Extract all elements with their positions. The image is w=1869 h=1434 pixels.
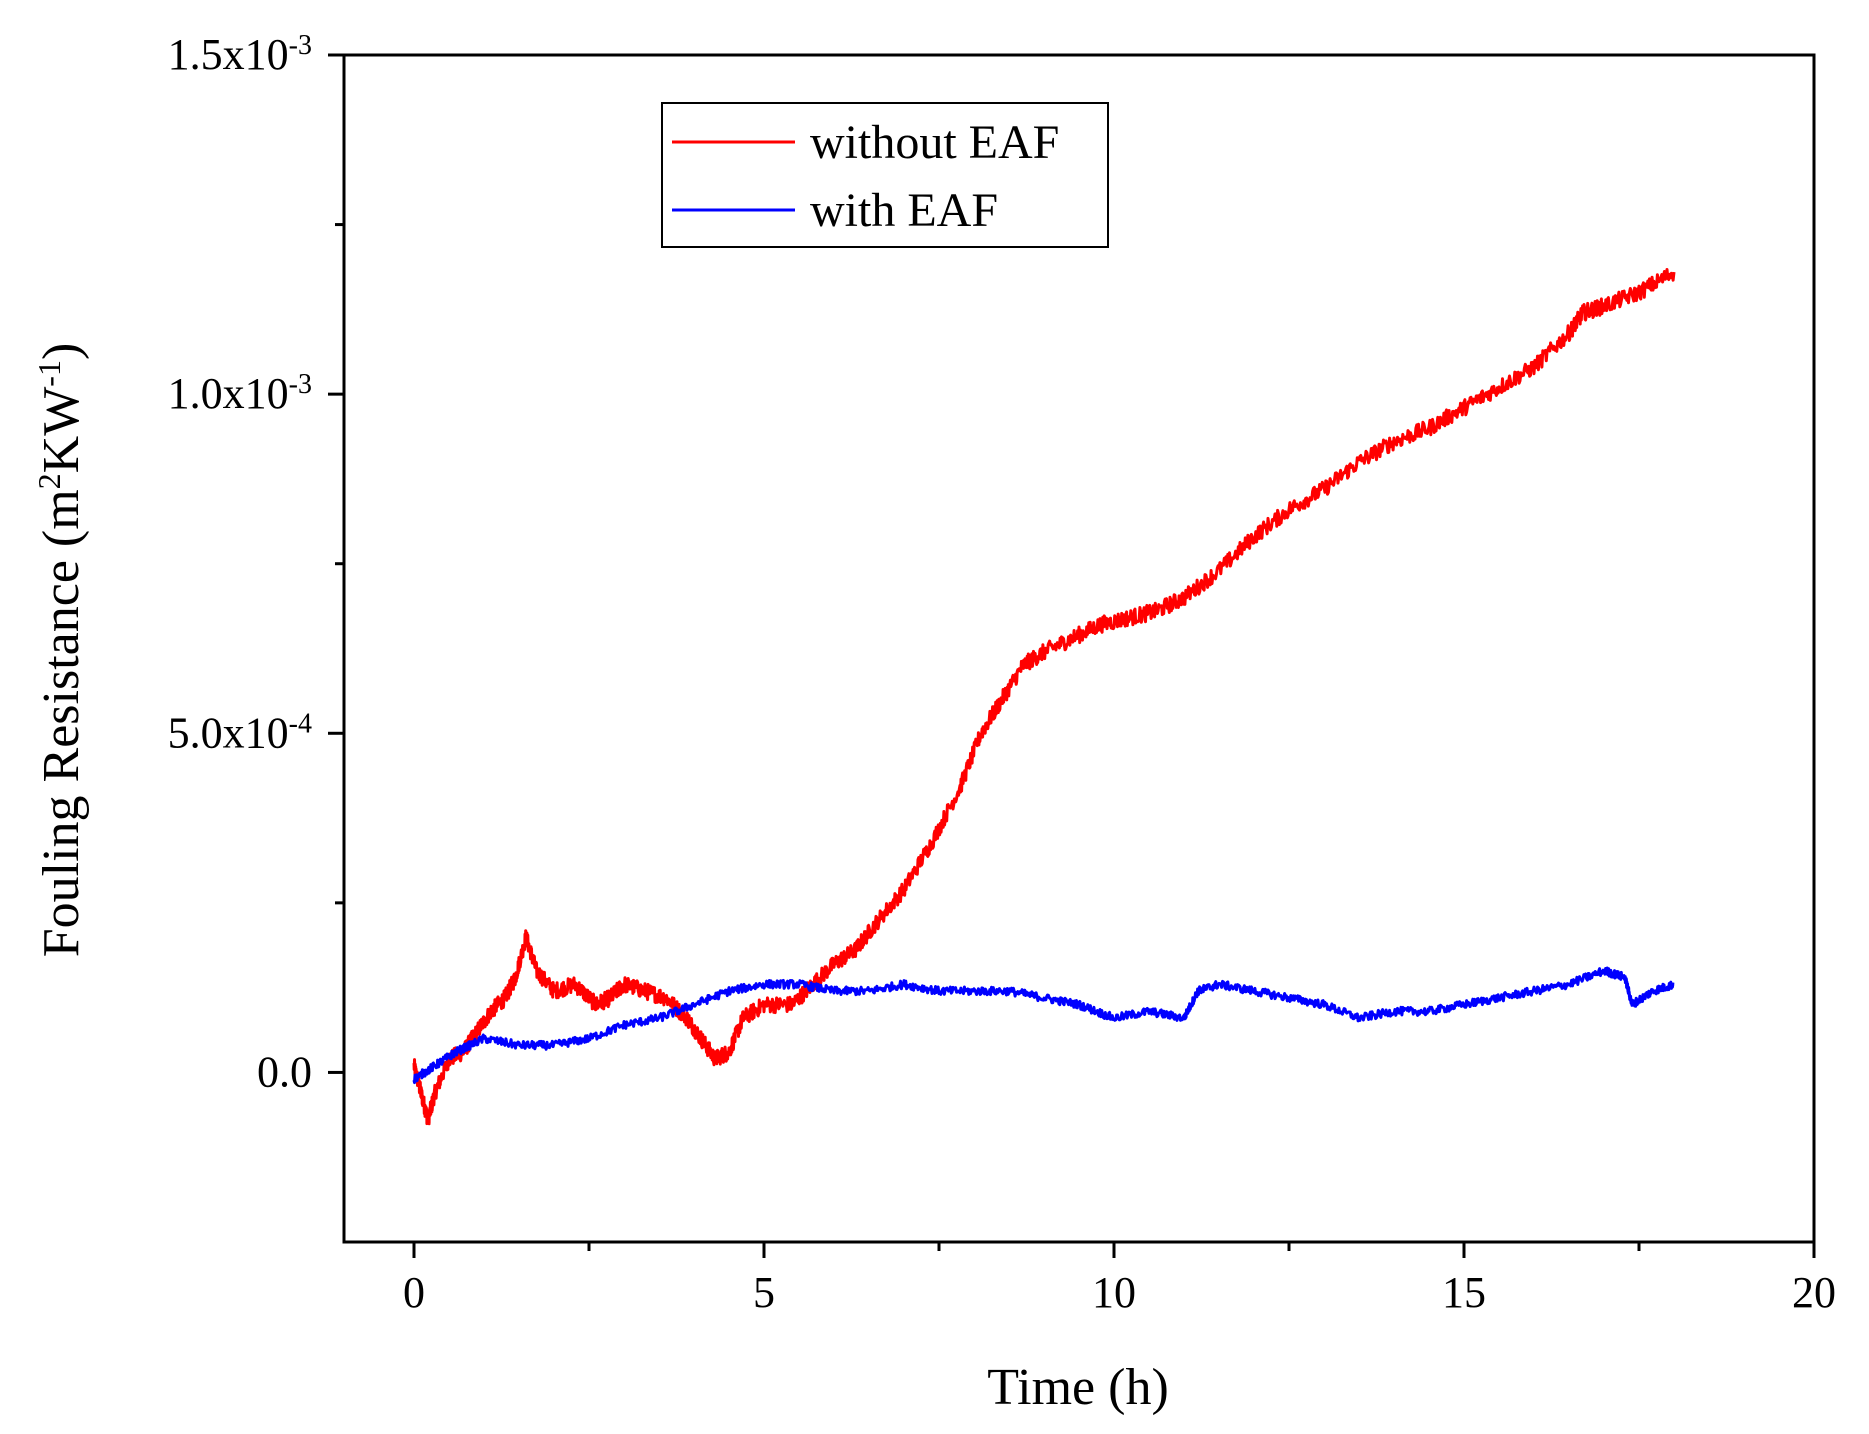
y-axis-title-mid: KW	[33, 387, 90, 474]
y-axis-title: Fouling Resistance (m2KW-1)	[31, 343, 90, 958]
x-tick-label: 15	[1442, 1268, 1486, 1317]
plot-frame	[342, 53, 1816, 1244]
y-tick-label: 5.0x10-4	[168, 708, 312, 758]
legend: without EAF with EAF	[661, 102, 1109, 248]
ticks-layer	[328, 53, 1816, 1258]
series-line-without-eaf	[412, 268, 1676, 1126]
y-axis-title-main: Fouling Resistance (m	[33, 489, 90, 957]
x-tick-label: 5	[753, 1268, 775, 1317]
series-line-with-eaf	[412, 966, 1675, 1085]
y-tick-label: 0.0	[257, 1047, 312, 1096]
y-axis-title-sup2: -1	[31, 360, 67, 387]
y-axis-title-sup1: 2	[31, 473, 67, 489]
x-tick-label: 0	[403, 1268, 425, 1317]
x-tick-label: 10	[1092, 1268, 1136, 1317]
series-layer	[412, 268, 1676, 1126]
y-tick-label: 1.5x10-3	[168, 30, 312, 80]
y-tick-labels: 0.0 5.0x10-4 1.0x10-3 1.5x10-3	[168, 30, 312, 1097]
y-tick-label: 1.0x10-3	[168, 369, 312, 419]
x-tick-labels: 0 5 10 15 20	[403, 1268, 1836, 1317]
y-axis-title-end: )	[33, 343, 90, 360]
x-tick-label: 20	[1792, 1268, 1836, 1317]
legend-label-with-eaf: with EAF	[810, 184, 998, 237]
legend-box	[661, 102, 1109, 248]
x-axis-title: Time (h)	[987, 1359, 1169, 1416]
legend-label-without-eaf: without EAF	[810, 116, 1059, 169]
